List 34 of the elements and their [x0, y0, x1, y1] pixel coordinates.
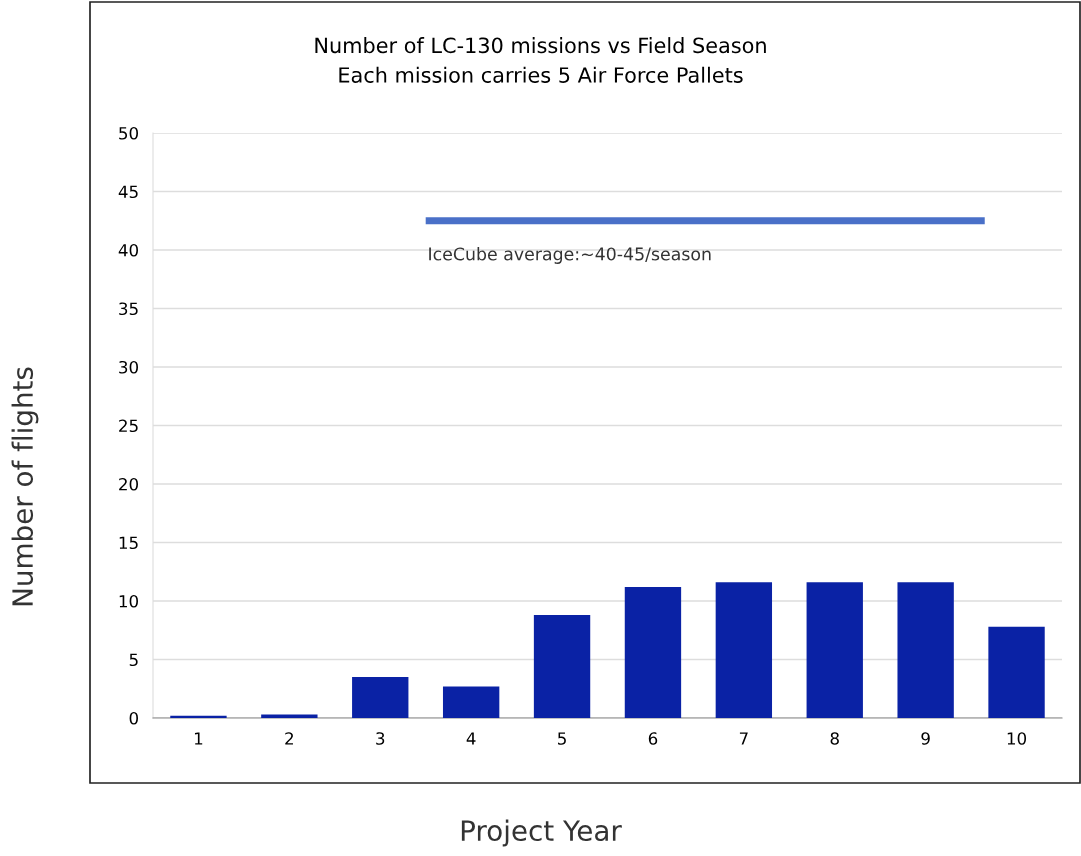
bar	[533, 615, 591, 718]
x-tick-label: 4	[466, 732, 476, 745]
y-tick-label: 0	[129, 711, 138, 725]
y-axis-title: Number of flights	[11, 367, 39, 606]
x-tick-label: 7	[739, 732, 748, 745]
chart-title: Number of LC-130 missions vs Field Season Each mission carries 5 Air Force Pallets	[315, 37, 766, 83]
bar	[442, 686, 500, 718]
y-tick-label: 10	[119, 594, 138, 608]
x-tick-label: 8	[830, 732, 839, 745]
y-tick-label: 30	[119, 360, 138, 374]
bar	[352, 677, 409, 718]
y-tick-label: 45	[118, 185, 138, 199]
x-tick-label: 6	[648, 732, 658, 745]
x-tick-label: 5	[558, 732, 566, 745]
x-tick-label: 2	[285, 732, 293, 745]
bar	[261, 714, 318, 718]
x-tick-label: 1	[194, 732, 203, 745]
y-tick-label: 40	[118, 243, 138, 257]
y-tick-label: 5	[129, 653, 138, 667]
y-tick-label: 25	[119, 419, 138, 433]
y-tick-label: 15	[119, 536, 138, 550]
x-tick-label: 3	[376, 732, 385, 745]
y-tick-label: 20	[119, 477, 138, 491]
bar	[624, 586, 682, 718]
bar	[897, 582, 954, 718]
bar	[715, 582, 773, 718]
bar	[988, 626, 1045, 718]
x-axis-title: Project Year	[461, 819, 622, 847]
y-tick-label: 35	[119, 302, 138, 316]
y-tick-label: 50	[119, 126, 138, 140]
x-tick-label: 10	[1007, 732, 1027, 745]
bar	[806, 582, 863, 718]
x-tick-label: 9	[921, 732, 930, 745]
annotation: IceCube average:~40-45/season	[429, 247, 711, 264]
